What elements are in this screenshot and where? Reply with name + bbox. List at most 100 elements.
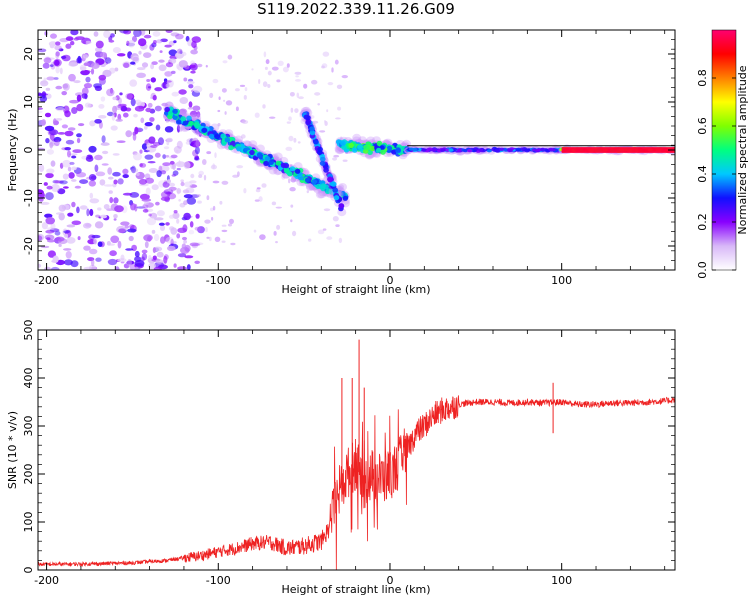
- noise-blob: [141, 62, 149, 68]
- noise-blob: [124, 224, 130, 229]
- noise-blob: [261, 183, 267, 188]
- ridge-blob: [303, 114, 310, 120]
- noise-blob: [178, 199, 181, 202]
- noise-blob: [50, 33, 57, 39]
- noise-blob: [271, 201, 277, 206]
- noise-blob: [67, 127, 76, 131]
- noise-blob: [251, 68, 254, 71]
- noise-blob: [227, 54, 233, 60]
- noise-blob: [93, 31, 99, 37]
- noise-blob: [211, 216, 214, 221]
- ridge-blob: [412, 147, 418, 151]
- noise-blob: [39, 192, 46, 198]
- noise-blob: [145, 83, 152, 91]
- noise-blob: [190, 60, 195, 66]
- noise-blob: [117, 178, 124, 185]
- noise-blob: [163, 146, 170, 150]
- noise-blob: [65, 139, 75, 145]
- noise-blob: [66, 237, 76, 244]
- noise-blob: [55, 65, 60, 74]
- noise-blob: [243, 188, 247, 194]
- noise-blob: [146, 217, 157, 226]
- noise-blob: [176, 188, 182, 194]
- ridge-blob: [249, 149, 255, 156]
- noise-blob: [64, 130, 74, 137]
- noise-blob: [38, 110, 43, 114]
- noise-blob: [79, 179, 89, 185]
- noise-blob: [140, 256, 145, 262]
- noise-blob: [76, 206, 80, 214]
- noise-blob: [136, 172, 140, 176]
- noise-blob: [45, 172, 54, 179]
- noise-blob: [262, 104, 266, 109]
- ridge-halo: [315, 190, 325, 199]
- noise-blob: [183, 200, 188, 206]
- noise-blob: [38, 263, 42, 268]
- noise-blob: [176, 63, 180, 70]
- noise-blob: [212, 205, 216, 211]
- noise-blob: [184, 255, 194, 259]
- noise-blob: [148, 168, 158, 173]
- noise-blob: [206, 195, 210, 201]
- noise-blob: [172, 241, 177, 244]
- noise-blob: [167, 179, 171, 184]
- noise-blob: [120, 254, 125, 261]
- y-tick-label: 20: [22, 47, 35, 61]
- noise-blob: [190, 173, 195, 179]
- ridge-blob: [440, 148, 446, 152]
- noise-blob: [265, 59, 270, 65]
- ridge-blob: [208, 133, 215, 139]
- noise-blob: [165, 236, 174, 244]
- noise-blob: [94, 85, 102, 91]
- noise-blob: [134, 266, 139, 270]
- noise-blob: [59, 180, 68, 185]
- ridge-blob: [515, 147, 522, 151]
- noise-blob: [221, 224, 227, 227]
- noise-blob: [212, 180, 220, 184]
- noise-blob: [171, 174, 176, 177]
- noise-blob: [259, 234, 266, 241]
- noise-blob: [170, 32, 180, 37]
- noise-blob: [95, 40, 104, 49]
- noise-blob: [337, 106, 342, 111]
- noise-blob: [154, 152, 161, 158]
- noise-blob: [179, 97, 189, 104]
- noise-blob: [168, 40, 175, 46]
- y-tick-label: -20: [22, 237, 35, 255]
- ridge-blob: [283, 168, 290, 174]
- noise-blob: [145, 187, 151, 196]
- noise-blob: [65, 251, 72, 259]
- noise-blob: [84, 102, 91, 108]
- noise-blob: [83, 62, 90, 66]
- noise-blob: [44, 125, 55, 132]
- noise-blob: [98, 74, 107, 81]
- colorbar-tick-label: 0.8: [696, 69, 709, 87]
- noise-blob: [190, 49, 198, 55]
- noise-blob: [113, 214, 118, 219]
- noise-blob: [58, 204, 66, 212]
- ridge-blob: [201, 127, 208, 133]
- ridge-halo: [317, 190, 327, 199]
- noise-blob: [176, 233, 181, 239]
- noise-blob: [91, 234, 101, 239]
- noise-blob: [288, 135, 294, 142]
- noise-blob: [321, 65, 325, 69]
- colorbar-tick-label: 0.2: [696, 213, 709, 231]
- noise-blob: [114, 105, 122, 110]
- noise-blob: [290, 219, 293, 223]
- ridge-blob: [462, 149, 468, 153]
- noise-blob: [144, 154, 154, 160]
- noise-blob: [267, 70, 272, 76]
- noise-blob: [130, 61, 136, 65]
- colorbar-tick-label: 0.0: [696, 261, 709, 279]
- noise-blob: [113, 197, 119, 204]
- noise-blob: [147, 161, 156, 164]
- noise-blob: [165, 155, 170, 158]
- ridge-blob: [427, 147, 433, 151]
- ridge-blob: [325, 188, 332, 194]
- noise-blob: [173, 145, 182, 154]
- y-tick-label: 0: [22, 147, 35, 154]
- noise-blob: [168, 49, 178, 56]
- noise-blob: [109, 197, 114, 204]
- noise-blob: [120, 221, 130, 226]
